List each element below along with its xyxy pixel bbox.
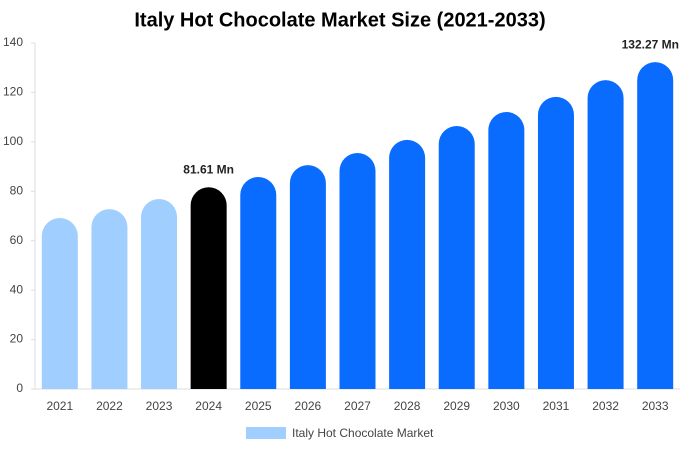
x-tick-label: 2027: [344, 399, 371, 413]
x-tick-label: 2026: [295, 399, 322, 413]
x-tick-label: 2033: [642, 399, 669, 413]
bar: [637, 62, 674, 390]
bar: [289, 165, 326, 389]
x-tick-label: 2024: [195, 399, 222, 413]
bar: [339, 152, 376, 389]
bar: [438, 126, 475, 390]
bar: [587, 80, 624, 390]
bar: [41, 217, 78, 389]
chart-title: Italy Hot Chocolate Market Size (2021-20…: [134, 9, 545, 31]
bar: [91, 209, 128, 389]
y-tick-label: 60: [10, 233, 24, 247]
x-tick-label: 2031: [543, 399, 570, 413]
legend-label: Italy Hot Chocolate Market: [292, 426, 434, 440]
x-tick-label: 2029: [443, 399, 470, 413]
x-tick-label: 2032: [592, 399, 619, 413]
bar: [141, 198, 178, 389]
y-tick-label: 140: [3, 35, 23, 49]
bar: [389, 139, 426, 389]
y-tick-label: 40: [10, 282, 24, 296]
y-tick-label: 80: [10, 183, 24, 197]
x-tick-label: 2025: [245, 399, 272, 413]
data-label: 132.27 Mn: [622, 37, 679, 51]
bar: [190, 187, 227, 389]
bar: [240, 176, 277, 389]
x-tick-label: 2023: [146, 399, 173, 413]
y-tick-label: 100: [3, 134, 23, 148]
y-tick-label: 0: [16, 381, 23, 395]
y-tick-label: 120: [3, 85, 23, 99]
legend-swatch: [246, 427, 286, 439]
x-tick-label: 2030: [493, 399, 520, 413]
bar: [488, 111, 525, 389]
y-tick-label: 20: [10, 332, 24, 346]
x-tick-label: 2021: [46, 399, 73, 413]
x-tick-label: 2028: [394, 399, 421, 413]
x-tick-label: 2022: [96, 399, 123, 413]
bar: [537, 96, 574, 390]
data-label: 81.61 Mn: [183, 162, 234, 176]
